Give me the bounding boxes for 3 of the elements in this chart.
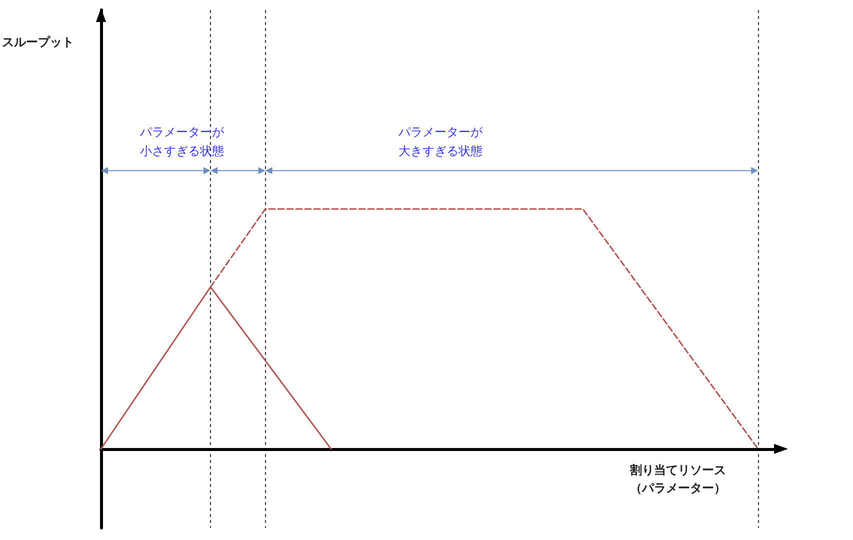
text: パラメーターが大きすぎる状態 [398, 124, 484, 160]
x-axis-title: 割り当てリソース（パラメーター） [630, 462, 727, 497]
text: スループット [2, 34, 74, 51]
